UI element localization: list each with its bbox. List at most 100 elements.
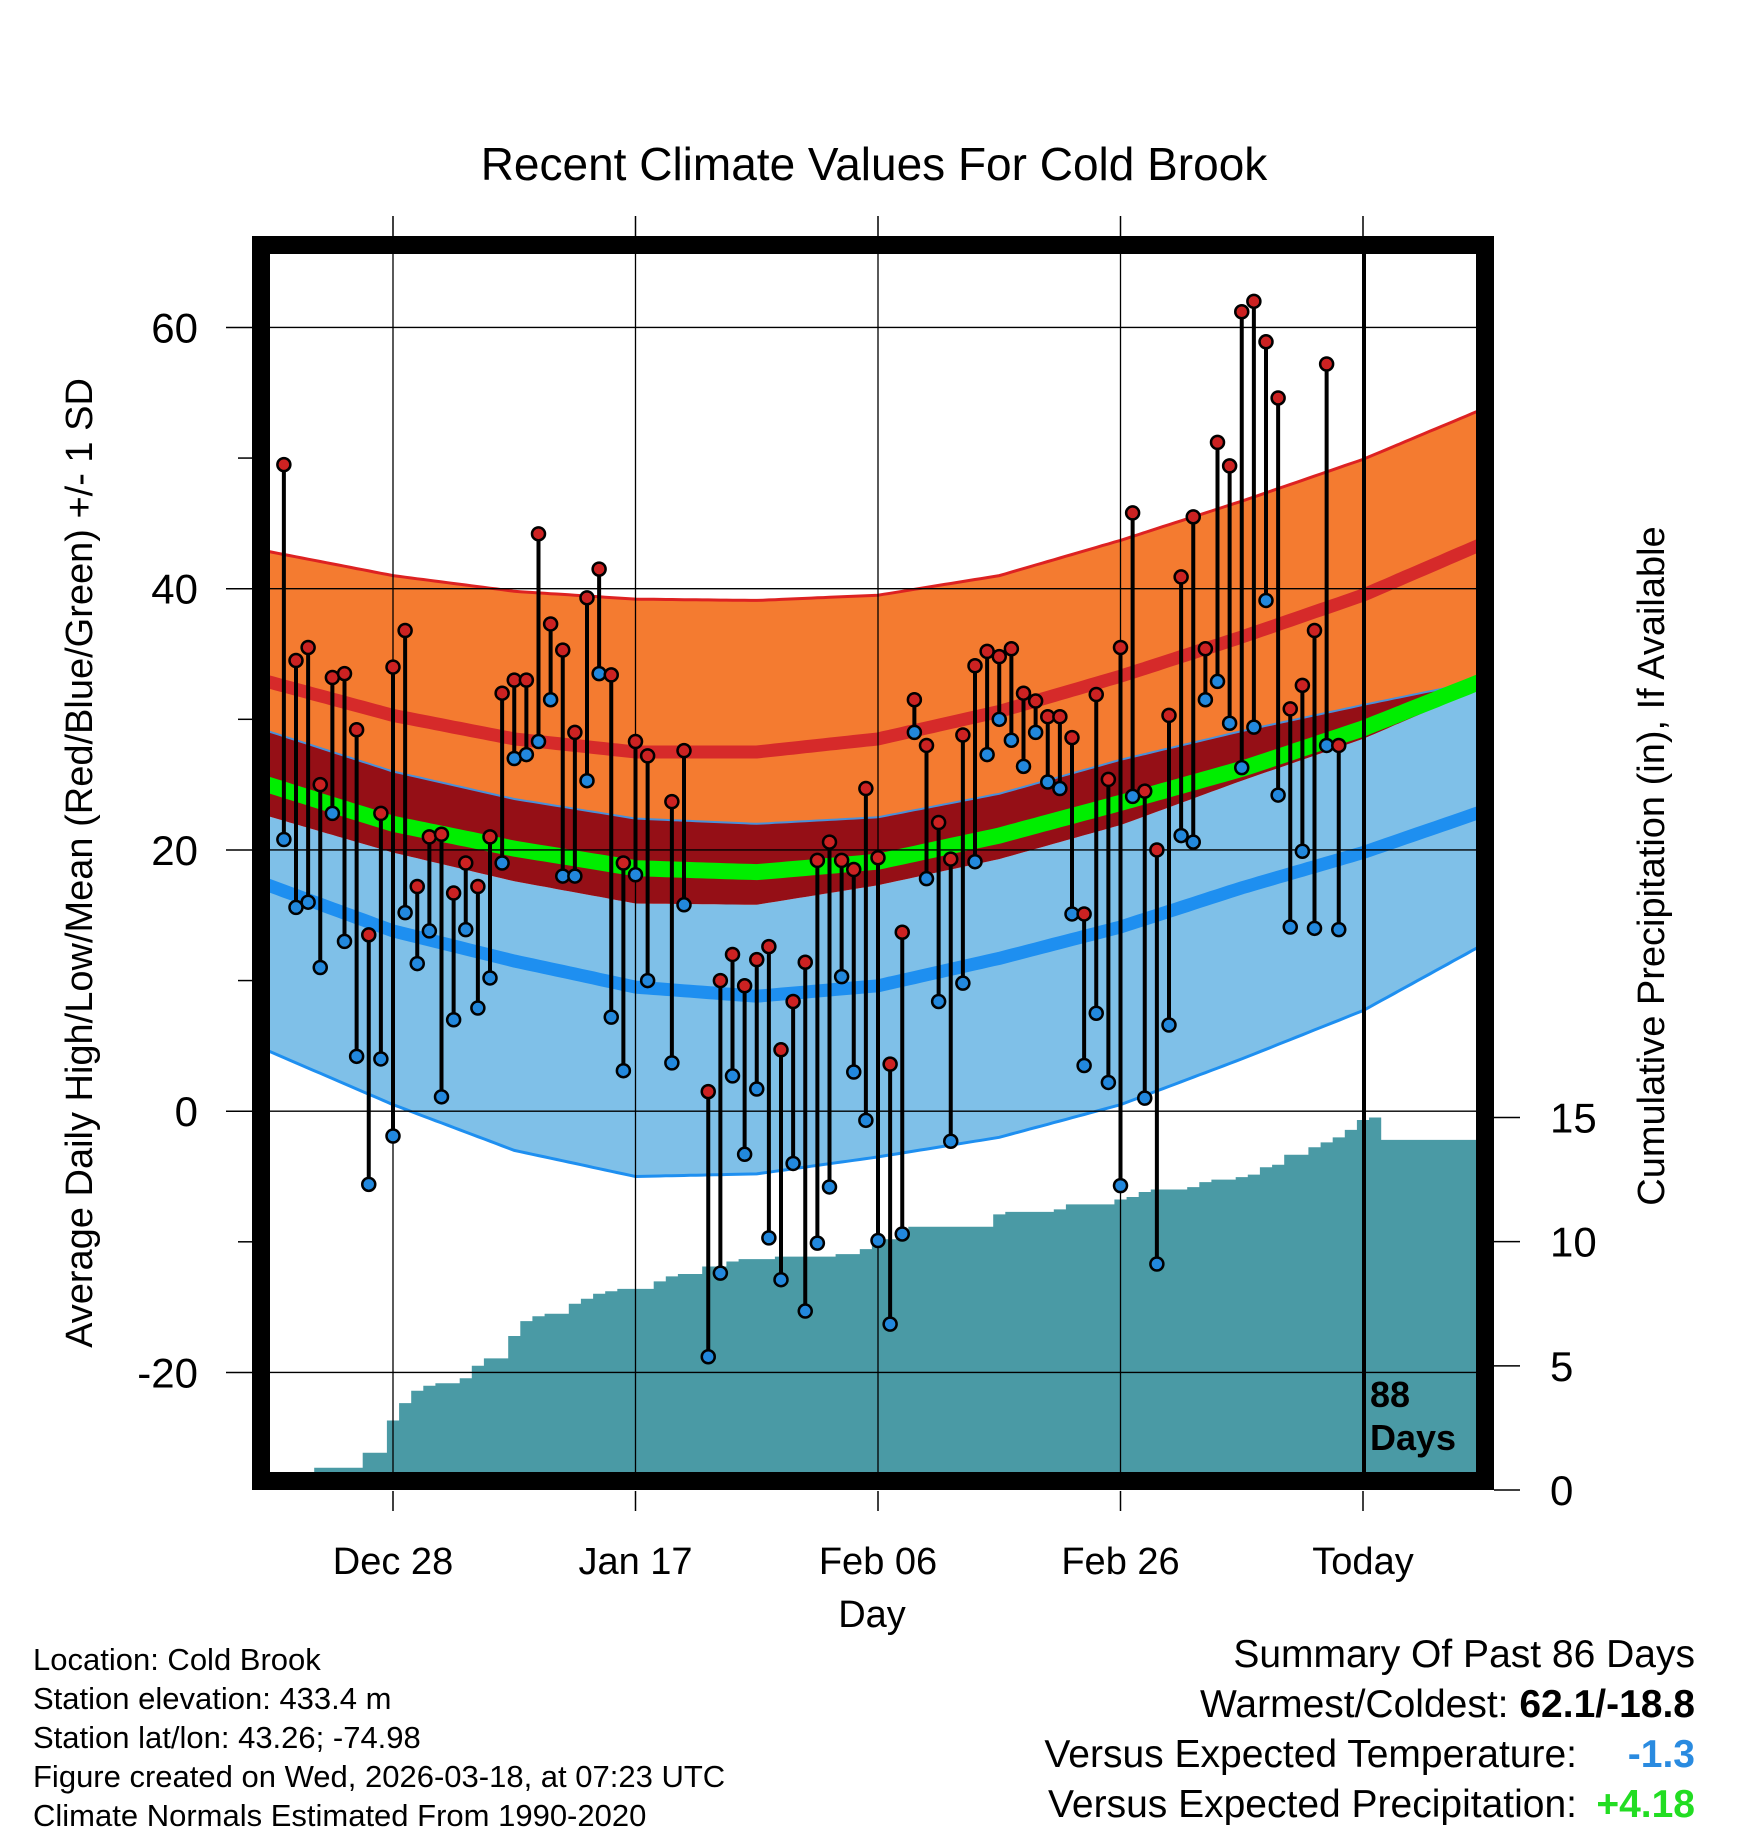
high-marker — [542, 616, 559, 632]
low-marker — [615, 1062, 632, 1079]
y2-tick-label: 5 — [1550, 1343, 1573, 1390]
low-marker — [1221, 715, 1238, 731]
low-marker — [530, 733, 547, 750]
low-marker — [1137, 1090, 1153, 1106]
high-marker — [494, 685, 510, 701]
summary-panel: Summary Of Past 86 Days Warmest/Coldest:… — [1044, 1630, 1695, 1830]
low-marker — [458, 921, 474, 938]
high-marker — [712, 972, 729, 989]
location-text: Location: Cold Brook — [33, 1642, 321, 1677]
right-axis: 0 5 10 15 — [1494, 1095, 1597, 1514]
low-marker — [918, 870, 935, 887]
low-sd-band — [262, 686, 1484, 1177]
high-marker — [1124, 505, 1141, 521]
low-marker — [1173, 827, 1189, 844]
high-marker — [882, 1056, 898, 1072]
high-marker — [397, 622, 413, 639]
low-marker — [518, 746, 535, 763]
high-marker — [1294, 677, 1311, 694]
high-marker — [530, 526, 547, 542]
y2-tick-label: 15 — [1550, 1095, 1597, 1142]
plot-frame — [252, 236, 1494, 1490]
low-marker — [1258, 592, 1274, 609]
low-marker — [700, 1349, 716, 1365]
high-marker — [894, 924, 910, 940]
high-band-upper-edge — [262, 407, 1484, 602]
high-marker — [809, 852, 826, 869]
low-marker — [312, 959, 328, 976]
high-marker — [833, 852, 850, 869]
high-marker — [967, 658, 983, 674]
high-marker — [1027, 693, 1044, 709]
low-marker — [894, 1226, 910, 1242]
y-tick-label: 40 — [151, 566, 198, 613]
low-marker — [846, 1064, 862, 1080]
high-marker — [1112, 639, 1129, 656]
high-marker — [1282, 701, 1298, 717]
high-marker — [1221, 458, 1238, 474]
high-marker — [1173, 569, 1189, 585]
high-marker — [676, 742, 692, 759]
low-marker — [1185, 834, 1201, 850]
low-band-lower-edge — [262, 942, 1484, 1179]
high-marker — [821, 834, 838, 850]
low-marker — [445, 1012, 462, 1028]
high-marker — [991, 648, 1007, 665]
low-marker — [712, 1265, 729, 1281]
low-marker — [955, 975, 971, 991]
low-marker — [1003, 732, 1020, 748]
station-info: Location: Cold Brook Station elevation: … — [33, 1640, 725, 1835]
low-marker — [1076, 1057, 1092, 1074]
high-marker — [409, 878, 425, 895]
overlap-band — [262, 680, 1484, 905]
x-tick-label: Jan 17 — [578, 1541, 692, 1583]
low-marker — [470, 1000, 486, 1016]
elevation-text: Station elevation: 433.4 m — [33, 1681, 392, 1716]
high-marker — [288, 652, 304, 669]
high-marker — [470, 878, 486, 895]
low-marker — [409, 955, 425, 972]
x-tick-label: Today — [1312, 1541, 1413, 1583]
low-marker — [809, 1235, 826, 1251]
high-marker — [1064, 729, 1080, 746]
low-marker — [542, 691, 559, 708]
high-marker — [421, 829, 438, 845]
low-marker — [300, 894, 316, 910]
y-tick-label: 60 — [151, 304, 198, 351]
high-marker — [567, 724, 583, 741]
low-marker — [773, 1271, 789, 1288]
high-marker — [1015, 685, 1032, 701]
high-marker — [1161, 707, 1177, 724]
high-marker — [1088, 686, 1104, 703]
precip-value: +4.18 — [1596, 1783, 1695, 1826]
low-marker — [1197, 691, 1214, 708]
high-band-lower-edge — [262, 679, 1484, 825]
high-marker — [639, 748, 656, 764]
high-marker — [348, 722, 365, 738]
high-marker — [1246, 293, 1262, 310]
high-marker — [1185, 509, 1201, 525]
low-marker — [991, 711, 1007, 728]
low-marker — [858, 1112, 874, 1129]
low-marker — [433, 1089, 450, 1105]
high-marker — [1209, 434, 1226, 451]
high-marker — [943, 851, 959, 867]
low-marker — [373, 1051, 389, 1067]
low-marker — [943, 1133, 959, 1149]
low-marker — [1027, 724, 1044, 741]
latlon-text: Station lat/lon: 43.26; -74.98 — [33, 1720, 421, 1755]
high-marker — [785, 993, 801, 1010]
low-marker — [482, 970, 498, 986]
low-marker — [1270, 787, 1286, 803]
low-marker — [627, 867, 644, 883]
low-marker — [336, 933, 353, 950]
low-marker — [385, 1128, 401, 1144]
high-marker — [846, 861, 862, 878]
high-marker — [591, 561, 607, 577]
normals-period-text: Climate Normals Estimated From 1990-2020 — [33, 1798, 647, 1833]
high-marker — [858, 780, 874, 797]
x-axis-label: Day — [838, 1594, 906, 1636]
low-marker — [567, 868, 583, 884]
x-tick-label: Feb 26 — [1061, 1541, 1179, 1583]
